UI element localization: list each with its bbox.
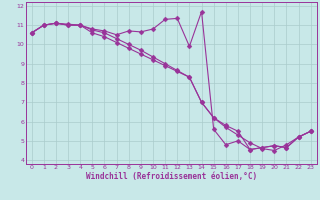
X-axis label: Windchill (Refroidissement éolien,°C): Windchill (Refroidissement éolien,°C) (86, 172, 257, 181)
